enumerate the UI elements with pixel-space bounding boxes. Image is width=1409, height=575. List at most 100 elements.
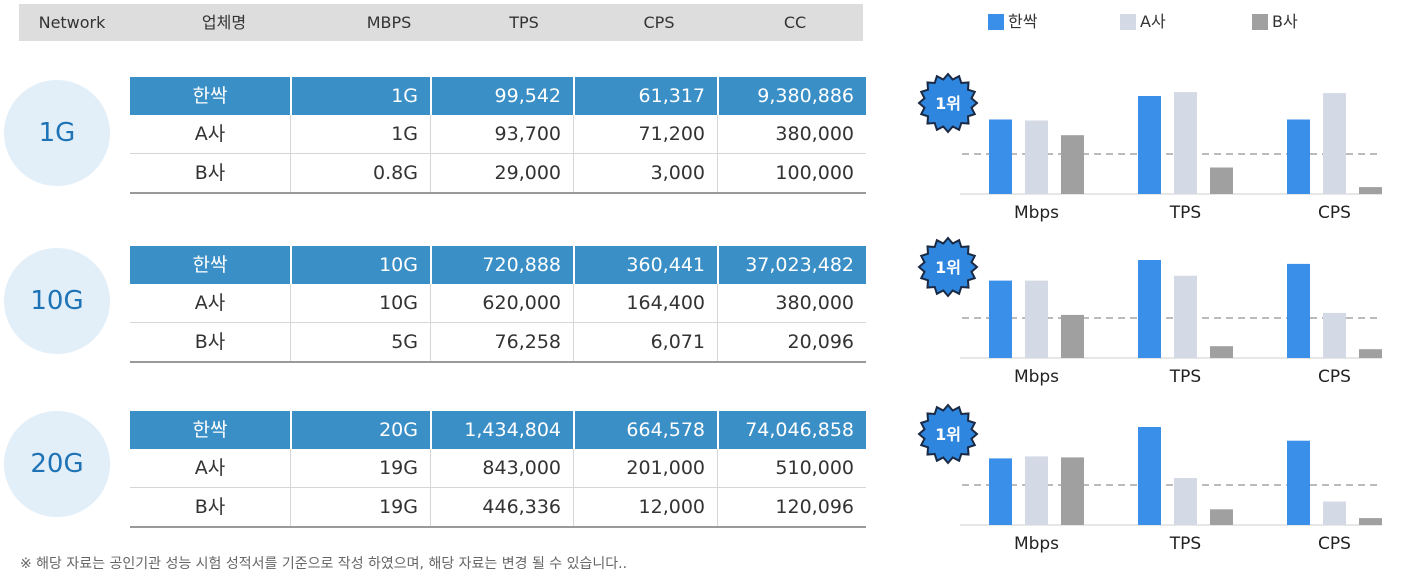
- x-tick-label: CPS: [1318, 534, 1351, 554]
- cell-mbps: 1G: [290, 115, 430, 153]
- header-vendor: 업체명: [201, 13, 247, 32]
- cell-cps: 201,000: [573, 449, 717, 487]
- table-row: B사 5G 76,258 6,071 20,096: [130, 323, 866, 363]
- table-row: B사 19G 446,336 12,000 120,096: [130, 488, 866, 528]
- rank-badge-label: 1위: [935, 258, 961, 277]
- cell-cc: 74,046,858: [717, 411, 866, 449]
- bar: [1210, 167, 1233, 194]
- table-row: A사 10G 620,000 164,400 380,000: [130, 284, 866, 323]
- cell-mbps: 10G: [290, 284, 430, 322]
- cell-tps: 1,434,804: [430, 411, 573, 449]
- table-20g: 한싹 20G 1,434,804 664,578 74,046,858 A사 1…: [130, 411, 866, 528]
- cell-mbps: 19G: [290, 449, 430, 487]
- x-tick-label: Mbps: [1014, 534, 1059, 554]
- bar: [1138, 96, 1161, 194]
- cell-cps: 6,071: [573, 323, 717, 361]
- cell-cps: 71,200: [573, 115, 717, 153]
- cell-tps: 620,000: [430, 284, 573, 322]
- cell-cps: 61,317: [573, 77, 717, 115]
- cell-vendor: A사: [194, 123, 226, 145]
- legend-label: A사: [1140, 12, 1166, 31]
- cell-vendor: A사: [194, 457, 226, 479]
- bar: [1025, 456, 1048, 525]
- header-cc: CC: [783, 13, 807, 32]
- table-row: 한싹 10G 720,888 360,441 37,023,482: [130, 246, 866, 284]
- bar: [989, 119, 1012, 194]
- bar-chart-20g: Mbps TPS CPS 1위: [917, 403, 1382, 554]
- cell-cps: 12,000: [573, 488, 717, 526]
- network-badge-10g: 10G: [4, 248, 110, 354]
- cell-vendor: 한싹: [192, 254, 228, 276]
- x-tick-label: CPS: [1318, 367, 1351, 387]
- network-badge-1g: 1G: [4, 80, 110, 186]
- cell-vendor: B사: [194, 162, 226, 184]
- cell-tps: 446,336: [430, 488, 573, 526]
- rank-badge-icon: 1위: [917, 236, 979, 298]
- bar: [1138, 427, 1161, 525]
- cell-cc: 9,380,886: [717, 77, 866, 115]
- cell-cc: 380,000: [717, 284, 866, 322]
- bar: [1210, 509, 1233, 525]
- bar: [1138, 260, 1161, 358]
- rank-badge-icon: 1위: [917, 403, 979, 465]
- cell-tps: 93,700: [430, 115, 573, 153]
- bar: [1174, 275, 1197, 358]
- cell-cc: 380,000: [717, 115, 866, 153]
- legend-label: B사: [1272, 12, 1298, 31]
- bar: [1061, 135, 1084, 194]
- bar: [1359, 518, 1382, 525]
- bar: [1061, 314, 1084, 358]
- bar: [1287, 263, 1310, 358]
- table-10g: 한싹 10G 720,888 360,441 37,023,482 A사 10G…: [130, 246, 866, 363]
- cell-tps: 29,000: [430, 154, 573, 192]
- bar: [1210, 346, 1233, 358]
- bar: [1359, 187, 1382, 194]
- header-cps: CPS: [643, 13, 675, 32]
- cell-tps: 843,000: [430, 449, 573, 487]
- table-1g: 한싹 1G 99,542 61,317 9,380,886 A사 1G 93,7…: [130, 77, 866, 194]
- bar: [1174, 92, 1197, 194]
- table-row: 한싹 20G 1,434,804 664,578 74,046,858: [130, 411, 866, 449]
- cell-cc: 120,096: [717, 488, 866, 526]
- legend-swatch: [1120, 14, 1136, 30]
- cell-vendor: 한싹: [192, 85, 228, 107]
- cell-mbps: 0.8G: [290, 154, 430, 192]
- x-tick-label: Mbps: [1014, 203, 1059, 223]
- cell-vendor: B사: [194, 496, 226, 518]
- x-tick-label: Mbps: [1014, 367, 1059, 387]
- cell-cps: 360,441: [573, 246, 717, 284]
- cell-mbps: 10G: [290, 246, 430, 284]
- rank-badge-icon: 1위: [917, 72, 979, 134]
- table-header: Network 업체명 MBPS TPS CPS CC: [19, 4, 863, 41]
- cell-mbps: 5G: [290, 323, 430, 361]
- bar-chart-1g: Mbps TPS CPS 1위: [917, 72, 1382, 223]
- cell-tps: 720,888: [430, 246, 573, 284]
- cell-cc: 510,000: [717, 449, 866, 487]
- legend-swatch: [1252, 14, 1268, 30]
- bar: [1025, 280, 1048, 358]
- bar: [1287, 119, 1310, 194]
- header-network: Network: [38, 13, 106, 32]
- rank-badge-label: 1위: [935, 425, 961, 444]
- legend-swatch: [988, 14, 1004, 30]
- bar-chart-10g: Mbps TPS CPS 1위: [917, 236, 1382, 387]
- network-badge-20g: 20G: [4, 411, 110, 517]
- bar: [1323, 501, 1346, 525]
- cell-tps: 76,258: [430, 323, 573, 361]
- cell-vendor: B사: [194, 331, 226, 353]
- cell-mbps: 1G: [290, 77, 430, 115]
- x-tick-label: TPS: [1169, 534, 1201, 554]
- cell-cps: 3,000: [573, 154, 717, 192]
- table-row: 한싹 1G 99,542 61,317 9,380,886: [130, 77, 866, 115]
- header-tps: TPS: [509, 13, 539, 32]
- x-tick-label: CPS: [1318, 203, 1351, 223]
- table-row: A사 1G 93,700 71,200 380,000: [130, 115, 866, 154]
- cell-cps: 664,578: [573, 411, 717, 449]
- bar: [989, 280, 1012, 358]
- cell-cc: 37,023,482: [717, 246, 866, 284]
- footnote: ※ 해당 자료는 공인기관 성능 시험 성적서를 기준으로 작성 하였으며, 해…: [20, 556, 628, 572]
- rank-badge-label: 1위: [935, 94, 961, 113]
- bar: [989, 458, 1012, 525]
- cell-cc: 100,000: [717, 154, 866, 192]
- header-mbps: MBPS: [366, 13, 412, 32]
